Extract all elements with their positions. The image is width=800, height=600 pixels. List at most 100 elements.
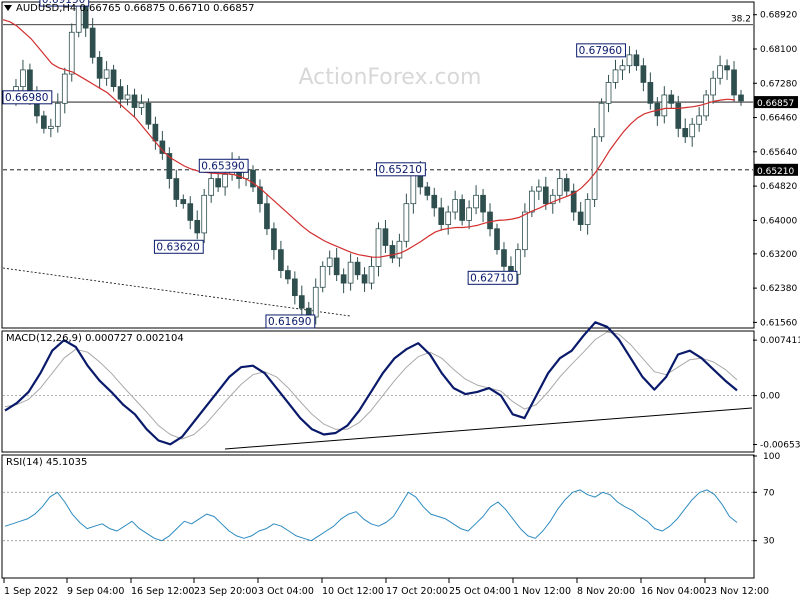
rsi-y-tick-label: 70: [763, 488, 775, 498]
price-label: 0.62710: [467, 270, 518, 285]
dropdown-triangle-icon[interactable]: [4, 5, 12, 11]
price-label-text: 0.62710: [470, 272, 513, 284]
candle-body: [501, 249, 507, 267]
candle-body: [473, 194, 479, 209]
rsi-line: [4, 489, 738, 542]
candle-body: [319, 265, 326, 288]
candle-body: [633, 54, 640, 67]
current-price-badge: [754, 96, 798, 109]
candle-body: [598, 102, 605, 138]
x-tick-label: 8 Nov 20:00: [577, 586, 635, 597]
x-tick-label: 17 Oct 20:00: [386, 586, 448, 597]
candle-body: [194, 219, 201, 234]
price-label: 0.63620: [153, 239, 204, 254]
price-label-box: [153, 239, 204, 254]
symbol-header: AUDUSD,H4 0.66765 0.66875 0.66710 0.6685…: [4, 3, 254, 14]
candle-body: [626, 54, 633, 67]
candle-body: [173, 178, 180, 200]
candle-body: [180, 199, 187, 205]
x-tick-label: 23 Nov 12:00: [705, 586, 769, 597]
candle-body: [696, 115, 703, 125]
candle-body: [166, 153, 173, 179]
y-tick-label: 0.65640: [760, 148, 797, 158]
candle-body: [738, 94, 744, 102]
candle-body: [278, 249, 284, 271]
candle-body: [710, 77, 716, 96]
candle-body: [298, 295, 305, 309]
candle-body: [285, 270, 291, 280]
macd-layer: [3, 321, 753, 450]
macd-y-tick-label: -0.006532: [760, 441, 800, 451]
candle-body: [382, 228, 389, 246]
price-label-text: 0.67960: [579, 45, 622, 57]
candle-body: [452, 199, 459, 213]
candle-body: [487, 211, 493, 230]
candle-body: [703, 94, 709, 117]
candle-body: [208, 178, 215, 196]
price-label: 0.65390: [198, 158, 249, 173]
price-label-text: 0.61690: [268, 316, 311, 328]
candle-body: [542, 186, 549, 205]
watermark: ActionForex.com: [299, 65, 482, 90]
support-badge-text: 0.65210: [757, 167, 794, 177]
support-badge: [754, 163, 798, 176]
candle-body: [445, 211, 452, 225]
candle-body: [110, 69, 117, 88]
price-label-box: [376, 162, 426, 177]
candle-body: [515, 249, 521, 275]
x-tick-label: 25 Oct 04:00: [449, 586, 511, 597]
macd-line: [4, 321, 738, 446]
rsi-y-tick-label: 100: [763, 452, 780, 462]
price-label: 0.65210: [376, 162, 426, 177]
rsi-panel: [1, 454, 755, 579]
y-tick-label: 0.67280: [760, 79, 797, 89]
candle-body: [591, 136, 598, 200]
x-tick-label: 16 Nov 04:00: [641, 586, 705, 597]
candle-body: [689, 123, 696, 138]
candle-body: [675, 102, 682, 129]
price-label: 0.66980: [2, 90, 53, 105]
y-tick-label: 0.62380: [760, 284, 797, 294]
ma-line: [2, 19, 736, 258]
candle-body: [47, 125, 54, 129]
macd-y-tick-label: 0.00: [760, 392, 780, 402]
rsi-y-tick-label: 30: [763, 537, 775, 547]
price-label-box: [39, 0, 90, 7]
candle-body: [389, 245, 396, 259]
candle-body: [54, 102, 61, 127]
candle-body: [661, 94, 668, 117]
candle-body: [640, 65, 647, 83]
candle-body: [529, 190, 535, 213]
price-label-box: [198, 158, 249, 173]
candle-body: [312, 286, 319, 318]
candle-body: [605, 82, 612, 104]
candle-body: [138, 102, 145, 108]
y-tick-label: 0.64000: [760, 216, 797, 226]
y-tick-label: 0.63200: [760, 250, 797, 260]
price-layer: 38.2 0.69150 0.66980 0.65390 0.63620 0.61690 0…: [2, 0, 753, 329]
macd-title: MACD(12,26,9) 0.000727 0.002104: [6, 333, 184, 344]
candle-body: [724, 65, 730, 71]
candle-body: [145, 102, 152, 125]
candle-body: [354, 261, 361, 276]
candle-body: [131, 94, 138, 108]
candle-body: [124, 94, 131, 100]
candle-body: [222, 174, 228, 188]
y-tick-label: 0.68100: [760, 45, 797, 55]
current-price-text: 0.66857: [757, 99, 794, 109]
candle-body: [584, 199, 591, 225]
x-tick-label: 1 Sep 2022: [4, 586, 58, 597]
candle-body: [215, 178, 221, 188]
fib-label: 38.2: [731, 15, 751, 25]
price-label-text: 0.65210: [379, 164, 422, 176]
price-label-box: [265, 314, 316, 329]
x-tick-label: 23 Sep 20:00: [194, 586, 257, 597]
candle-body: [271, 228, 277, 251]
x-tick-label: 16 Sep 12:00: [131, 586, 194, 597]
candle-body: [459, 199, 465, 221]
candle-body: [480, 194, 486, 213]
candle-body: [668, 94, 675, 104]
price-label-text: 0.65390: [201, 160, 244, 172]
candle-body: [403, 203, 410, 242]
